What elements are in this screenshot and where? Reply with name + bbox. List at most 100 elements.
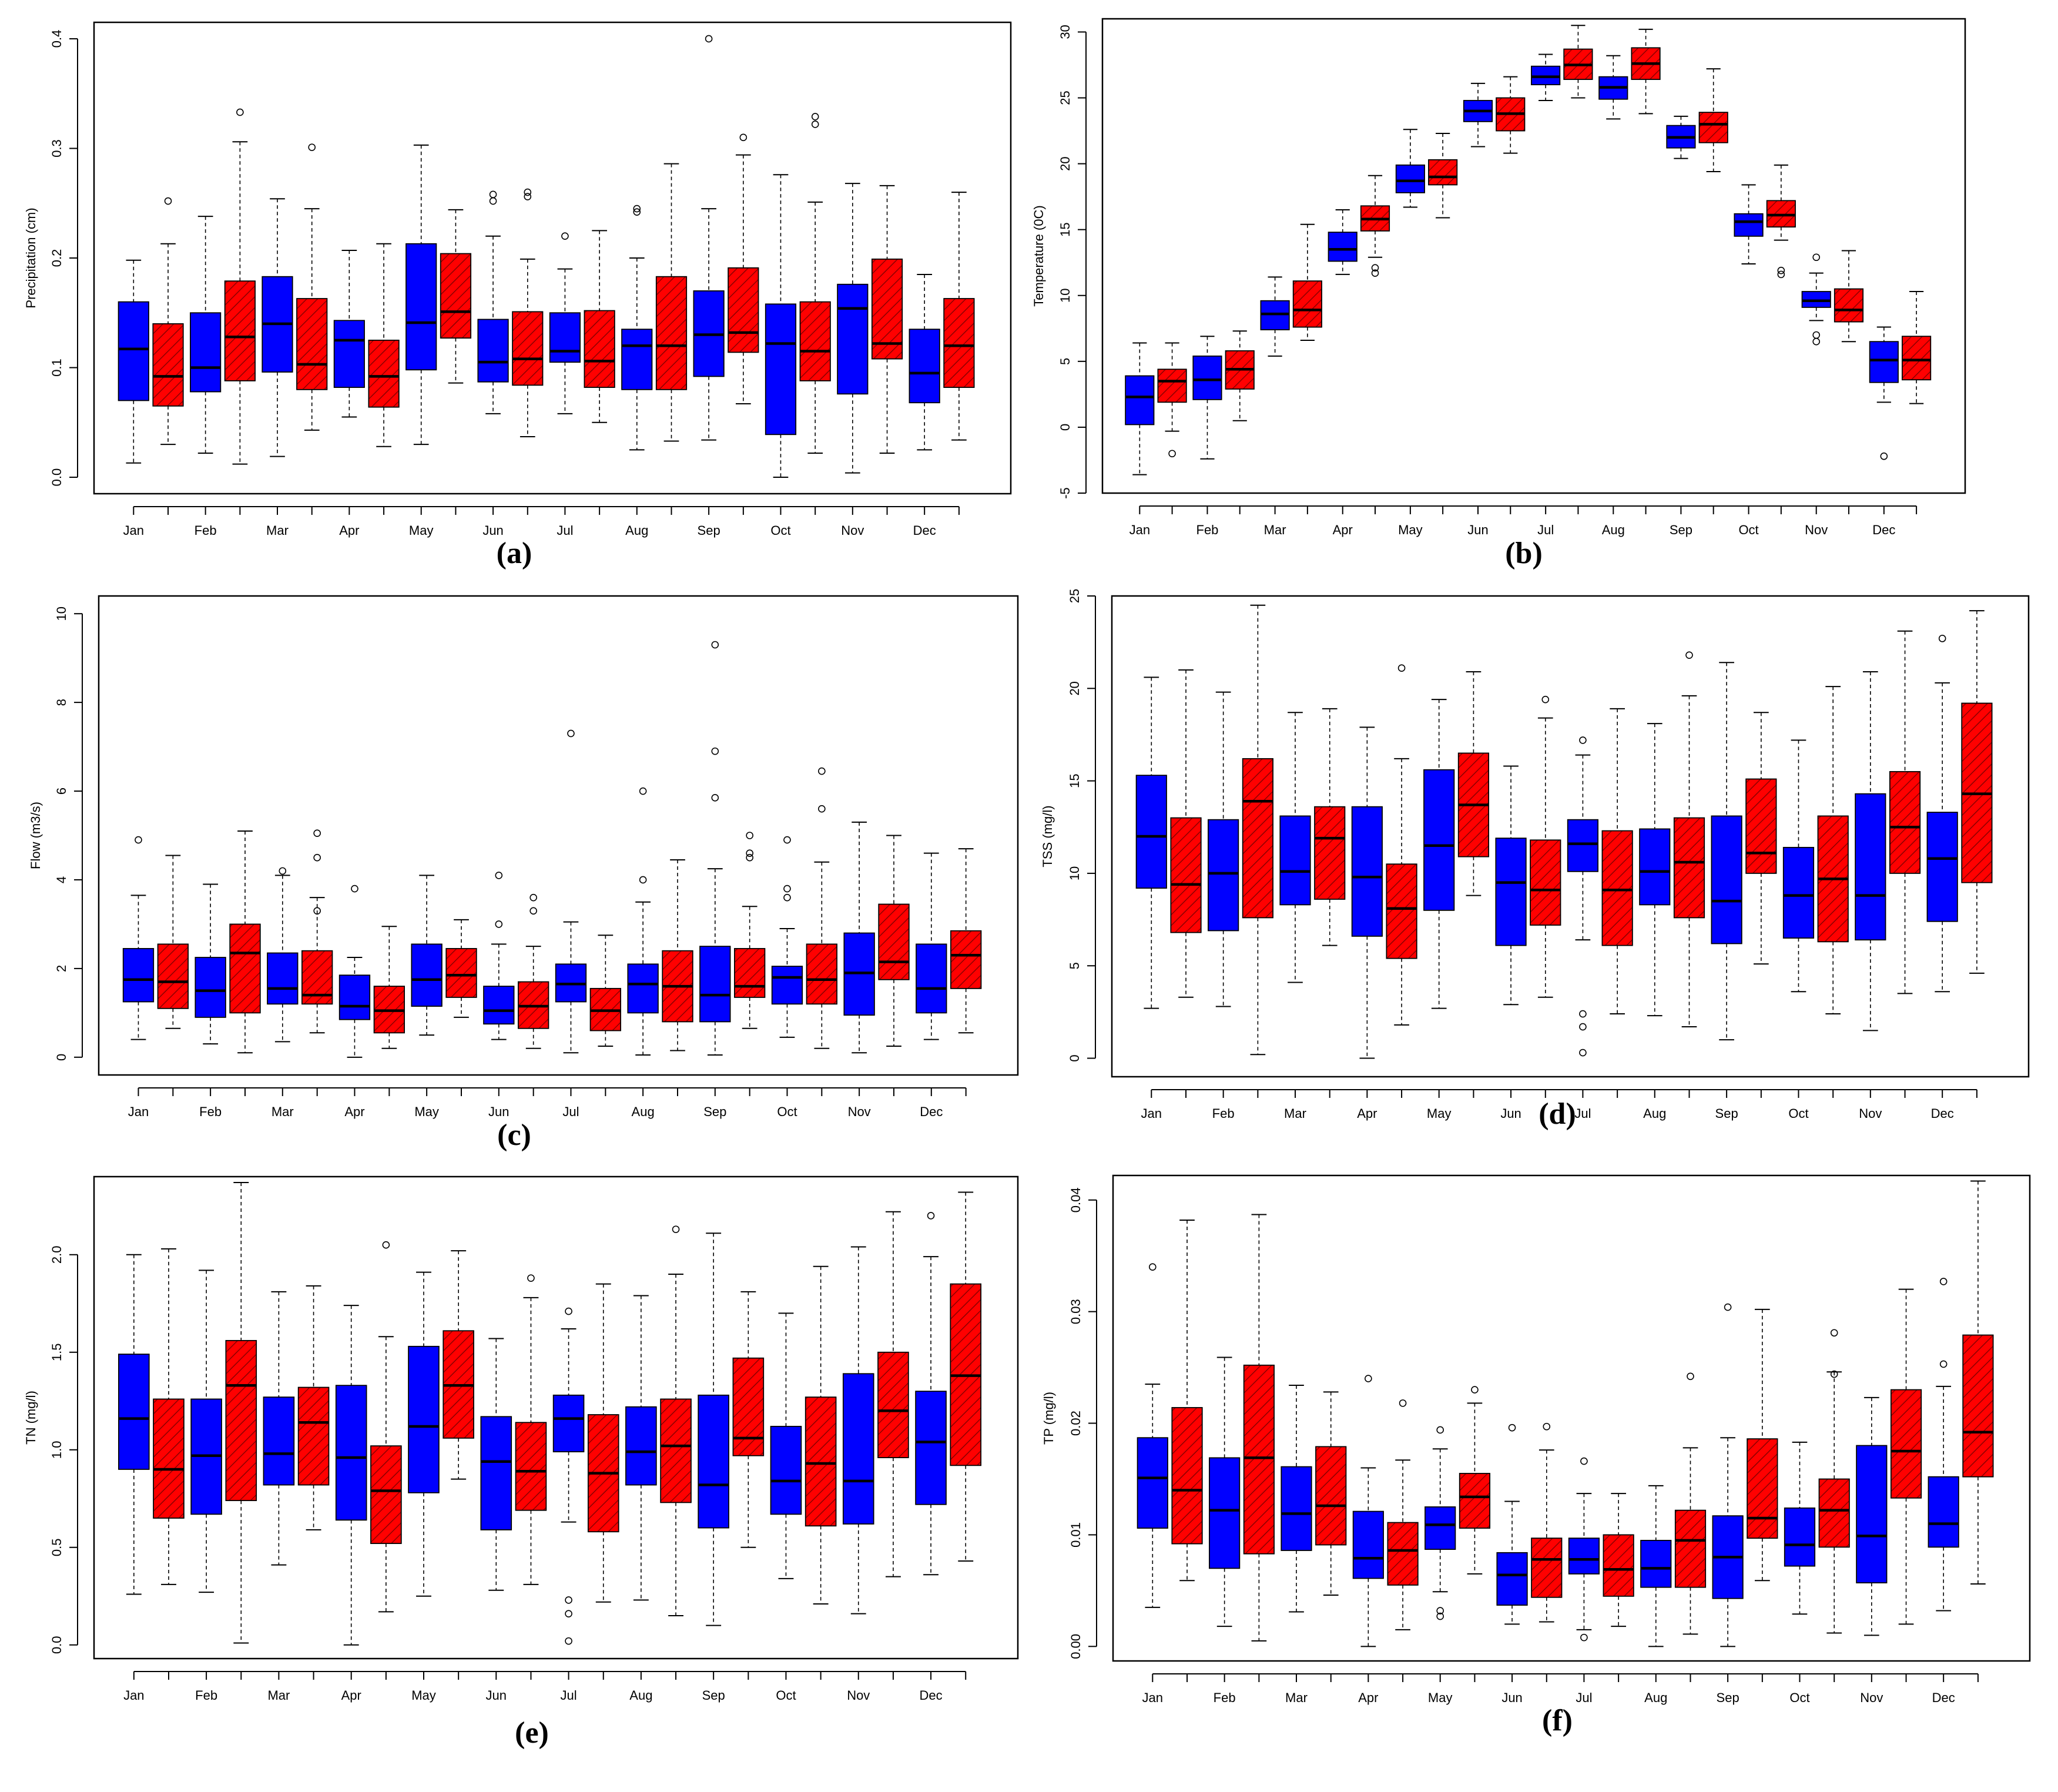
box-baseline-jul (552, 1307, 585, 1645)
iqr-box (1855, 793, 1886, 941)
iqr-box (225, 1339, 257, 1501)
box-future-oct (1818, 1329, 1850, 1634)
y-tick-label: 30 (1058, 25, 1072, 39)
box-future-aug (1674, 1372, 1707, 1635)
outlier-point (313, 853, 321, 862)
x-tick-label-jul: Jul (562, 1104, 579, 1119)
box-baseline-sep (698, 1232, 729, 1626)
y-tick-label: 0.03 (1068, 1299, 1083, 1324)
iqr-box (1386, 863, 1417, 959)
outlier-point (1436, 1612, 1444, 1620)
outlier-point (382, 1241, 390, 1249)
box-baseline-jun (1496, 1423, 1528, 1625)
outlier-point (1365, 1375, 1372, 1382)
box-baseline-apr (1328, 209, 1358, 275)
iqr-box (1424, 1506, 1456, 1550)
iqr-box (224, 280, 256, 381)
iqr-box (878, 903, 910, 980)
outlier-point (639, 787, 647, 795)
box-baseline-jan (118, 1254, 150, 1595)
x-tick-label-oct: Oct (1789, 1690, 1809, 1705)
x-tick-label-mar: Mar (1284, 1106, 1306, 1121)
y-tick-label: 1.0 (49, 1441, 64, 1459)
panel-caption-c: (c) (497, 1118, 531, 1152)
y-axis-title: Precipitation (cm) (24, 207, 38, 308)
chart-panel-e: 0.0 0.5 1.0 1.5 2.0 TN (mg/l) Jan Feb Mar Apr May J… (24, 1175, 1019, 1750)
y-tick-label: 10 (54, 607, 69, 621)
outlier-point (711, 794, 719, 802)
y-tick-label: 0.1 (49, 359, 64, 377)
y-tick-label: 25 (1067, 589, 1082, 603)
y-tick-label: 0 (1067, 1054, 1082, 1061)
box-baseline-sep (1666, 115, 1696, 159)
x-tick-label-dec: Dec (913, 523, 936, 538)
box-baseline-dec (916, 852, 947, 1040)
iqr-box (335, 1385, 367, 1521)
x-tick-label-nov: Nov (1860, 1690, 1883, 1705)
outlier-point (524, 193, 532, 200)
plot-frame (93, 1175, 1019, 1660)
x-tick-label-nov: Nov (848, 1104, 871, 1119)
iqr-box (1889, 771, 1921, 874)
x-tick-label-oct: Oct (1788, 1106, 1808, 1121)
iqr-box (1135, 775, 1167, 889)
x-tick-label-feb: Feb (199, 1104, 222, 1119)
box-baseline-apr (333, 249, 365, 418)
x-tick-label-dec: Dec (1872, 522, 1895, 537)
iqr-box (877, 1351, 909, 1458)
box-baseline-oct (765, 174, 797, 478)
x-tick-label-sep: Sep (1715, 1106, 1738, 1121)
outlier-point (1939, 1360, 1948, 1368)
box-future-jun (515, 1274, 547, 1585)
iqr-box (1209, 1457, 1241, 1569)
box-future-oct (799, 113, 831, 454)
box-future-jun (512, 188, 544, 438)
box-future-aug (1631, 28, 1661, 115)
box-future-apr (370, 1241, 402, 1613)
x-tick-label-aug: Aug (632, 1104, 655, 1119)
iqr-box (734, 948, 766, 998)
y-tick-label: 15 (1058, 222, 1072, 236)
y-axis-title: Temperature (0C) (1031, 205, 1046, 306)
iqr-box (916, 943, 947, 1014)
iqr-box (1603, 1534, 1634, 1597)
iqr-box (1496, 1552, 1528, 1606)
outlier-point (1148, 1263, 1157, 1271)
outlier-point (489, 190, 497, 199)
outlier-point (739, 133, 748, 142)
iqr-box (1962, 1334, 1994, 1478)
iqr-box (1784, 1507, 1816, 1567)
box-future-mar (296, 143, 328, 431)
x-tick-label-feb: Feb (1214, 1690, 1236, 1705)
iqr-box (915, 1391, 947, 1505)
box-baseline-apr (338, 885, 371, 1058)
outlier-point (1777, 266, 1785, 274)
box-future-sep (1747, 1308, 1778, 1582)
outlier-point (1579, 1049, 1587, 1057)
box-baseline-apr (1351, 726, 1383, 1059)
outlier-point (1436, 1426, 1444, 1434)
x-tick-label-aug: Aug (1602, 522, 1625, 537)
iqr-box (1243, 1364, 1275, 1555)
iqr-box (1928, 1476, 1959, 1548)
box-baseline-may (1424, 1426, 1456, 1620)
outlier-point (565, 1307, 572, 1315)
y-tick-label: 2 (54, 965, 69, 972)
x-tick-label-apr: Apr (344, 1104, 364, 1119)
box-baseline-nov (843, 821, 875, 1054)
box-baseline-dec (1869, 326, 1899, 460)
iqr-box (1314, 806, 1346, 900)
x-tick-label-aug: Aug (625, 523, 648, 538)
x-tick-label-oct: Oct (776, 1688, 796, 1703)
iqr-box (338, 974, 371, 1020)
iqr-box (480, 1416, 512, 1530)
x-tick-label-nov: Nov (1805, 522, 1828, 537)
iqr-box (333, 320, 365, 388)
iqr-box (195, 957, 226, 1018)
iqr-box (1745, 778, 1777, 874)
box-future-nov (878, 835, 910, 1047)
iqr-box (512, 311, 544, 386)
x-tick-label-jun: Jun (488, 1104, 509, 1119)
x-tick-label-apr: Apr (1358, 1690, 1378, 1705)
